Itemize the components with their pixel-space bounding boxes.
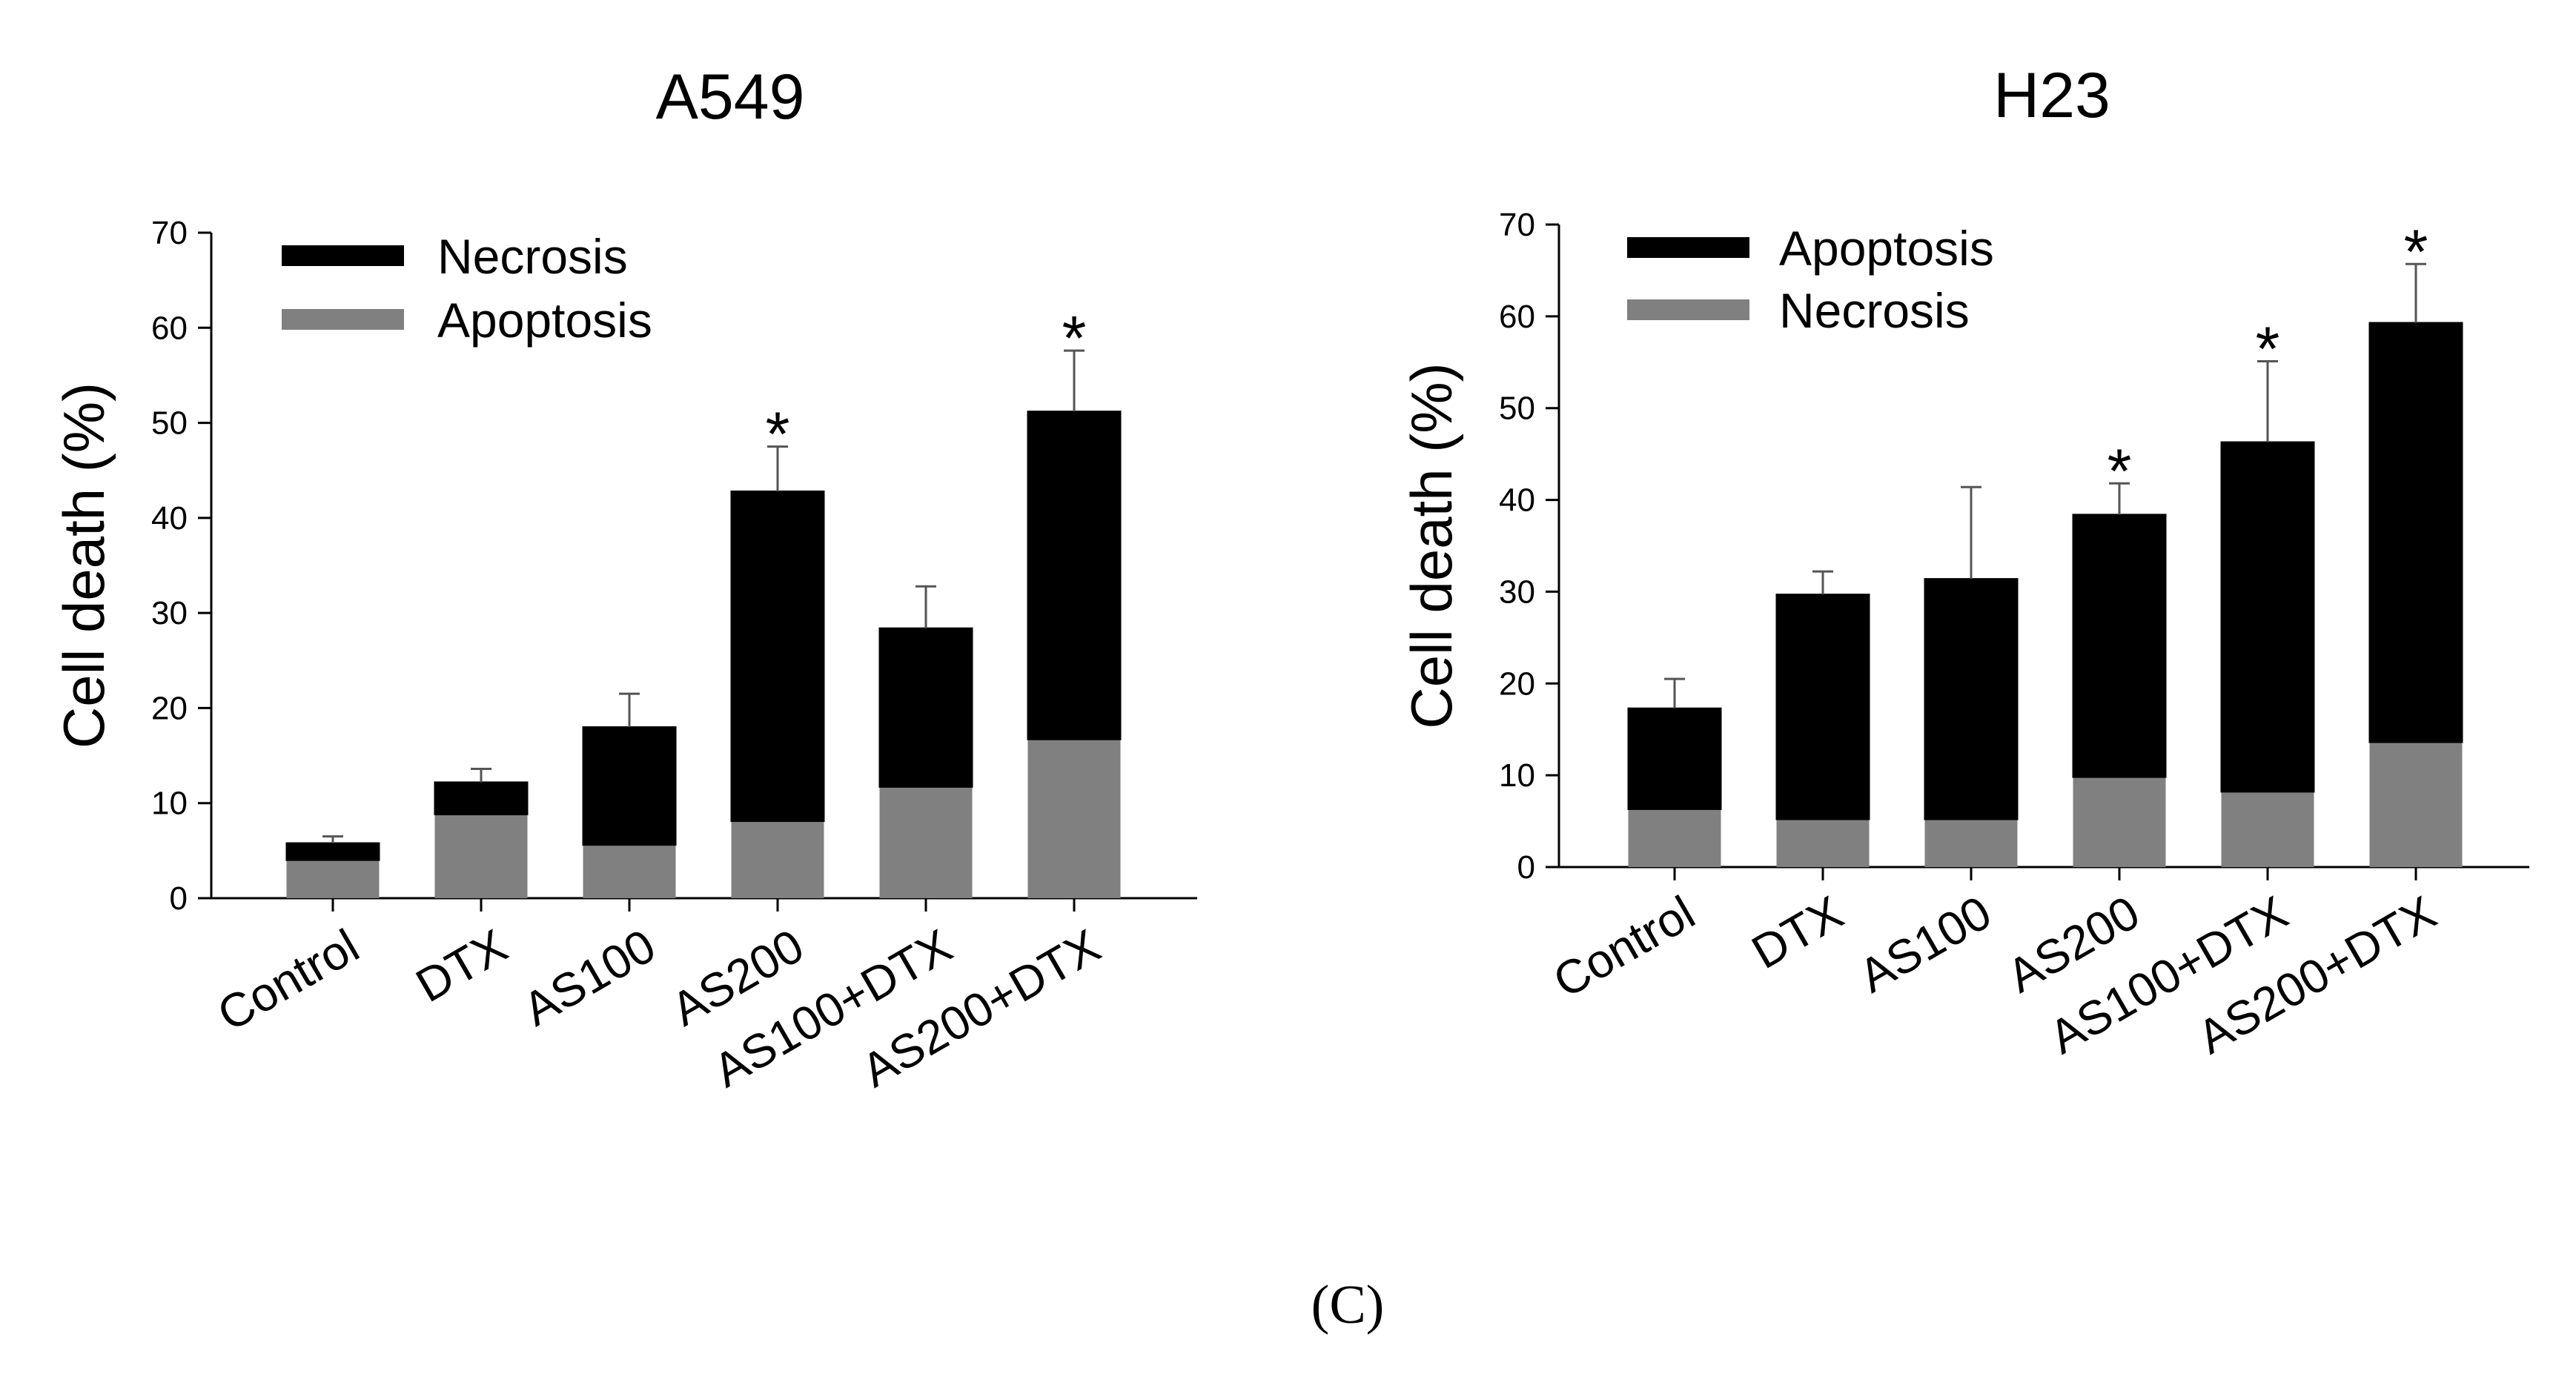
bar-apoptosis-as100 bbox=[583, 845, 676, 898]
bar-apoptosis-as200-dtx bbox=[2368, 322, 2463, 743]
legend-swatch-necrosis bbox=[1627, 299, 1749, 320]
bar-apoptosis-as200 bbox=[731, 821, 824, 898]
x-tick-label-as100: AS100 bbox=[1850, 886, 2000, 1003]
bar-apoptosis-dtx bbox=[1775, 594, 1870, 820]
figure-label: (C) bbox=[1311, 1275, 1385, 1335]
y-tick-label: 60 bbox=[151, 310, 188, 346]
bar-necrosis-as100-dtx bbox=[2221, 791, 2314, 867]
y-tick-label: 40 bbox=[1499, 482, 1535, 519]
bar-necrosis-dtx bbox=[434, 781, 529, 816]
bar-necrosis-control bbox=[1628, 809, 1721, 867]
bar-apoptosis-as100-dtx bbox=[2220, 441, 2315, 793]
y-tick-label: 60 bbox=[1499, 299, 1535, 335]
legend-label-apoptosis: Apoptosis bbox=[437, 293, 652, 348]
legend-swatch-apoptosis bbox=[1627, 237, 1749, 258]
bar-necrosis-dtx bbox=[1776, 819, 1870, 867]
y-tick-label: 20 bbox=[1499, 665, 1535, 702]
significance-star: * bbox=[2108, 436, 2132, 505]
y-tick-label: 50 bbox=[1499, 391, 1535, 427]
bar-apoptosis-dtx bbox=[434, 814, 528, 898]
bar-apoptosis-as200 bbox=[2072, 514, 2167, 778]
bar-necrosis-as200 bbox=[2073, 777, 2166, 867]
x-tick-label-dtx: DTX bbox=[407, 919, 516, 1012]
bar-necrosis-as100 bbox=[582, 726, 677, 846]
bar-necrosis-as200 bbox=[730, 490, 825, 823]
y-tick-label: 50 bbox=[151, 405, 188, 442]
bar-necrosis-control bbox=[285, 842, 380, 861]
bar-apoptosis-as100-dtx bbox=[879, 786, 973, 898]
chart-h23: H23 Cell death (%) 0 10 20 30 40 50 60 70 Control D… bbox=[1399, 60, 2529, 1064]
x-tick-label-as100: AS100 bbox=[514, 919, 664, 1036]
y-tick-label: 0 bbox=[170, 880, 188, 917]
y-tick-label: 30 bbox=[1499, 574, 1535, 610]
significance-star: * bbox=[2404, 216, 2428, 286]
bar-apoptosis-control bbox=[286, 860, 380, 898]
chart-title: H23 bbox=[1993, 60, 2110, 131]
bar-necrosis-as100-dtx bbox=[878, 627, 973, 788]
significance-star: * bbox=[2256, 314, 2280, 384]
y-axis-label: Cell death (%) bbox=[1399, 362, 1464, 728]
chart-title: A549 bbox=[656, 62, 805, 133]
bar-necrosis-as100 bbox=[1924, 819, 2018, 867]
bar-apoptosis-as100 bbox=[1924, 578, 2019, 820]
y-tick-label: 20 bbox=[151, 690, 188, 726]
y-axis-label: Cell death (%) bbox=[51, 382, 116, 748]
legend-label-necrosis: Necrosis bbox=[437, 229, 628, 284]
x-tick-label-dtx: DTX bbox=[1743, 886, 1852, 979]
legend-label-necrosis: Necrosis bbox=[1779, 283, 1970, 338]
bar-necrosis-as200-dtx bbox=[1027, 411, 1122, 740]
bar-apoptosis-control bbox=[1627, 707, 1722, 810]
x-tick-label-control: Control bbox=[208, 919, 368, 1042]
y-tick-label: 70 bbox=[151, 215, 188, 251]
y-tick-label: 30 bbox=[151, 595, 188, 631]
y-tick-label: 10 bbox=[151, 786, 188, 822]
bar-apoptosis-as200-dtx bbox=[1027, 739, 1121, 898]
y-tick-label: 0 bbox=[1517, 849, 1535, 886]
y-tick-label: 40 bbox=[151, 500, 188, 537]
legend-swatch-apoptosis bbox=[282, 309, 404, 330]
y-tick-label: 70 bbox=[1499, 207, 1535, 243]
significance-star: * bbox=[766, 399, 790, 469]
y-tick-label: 10 bbox=[1499, 757, 1535, 794]
legend-swatch-necrosis bbox=[282, 245, 404, 266]
x-tick-label-control: Control bbox=[1544, 886, 1703, 1009]
bar-necrosis-as200-dtx bbox=[2369, 742, 2463, 867]
chart-a549: A549 Cell death (%) 0 10 20 30 40 50 60 70 Control… bbox=[51, 62, 1197, 1098]
significance-star: * bbox=[1062, 303, 1087, 373]
legend-label-apoptosis: Apoptosis bbox=[1779, 221, 1994, 276]
